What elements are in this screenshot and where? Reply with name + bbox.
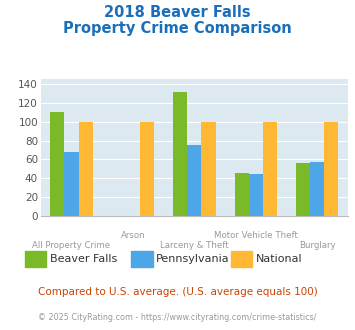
- Bar: [296, 163, 310, 216]
- Text: All Property Crime: All Property Crime: [32, 241, 111, 250]
- Text: Burglary: Burglary: [299, 241, 335, 250]
- Bar: [324, 122, 338, 216]
- Bar: [310, 162, 324, 216]
- Text: Larceny & Theft: Larceny & Theft: [160, 241, 229, 250]
- Bar: [65, 152, 78, 216]
- Bar: [50, 112, 65, 216]
- Bar: [173, 92, 187, 216]
- Text: Motor Vehicle Theft: Motor Vehicle Theft: [214, 231, 298, 240]
- Bar: [140, 122, 154, 216]
- Bar: [78, 122, 93, 216]
- Bar: [201, 122, 215, 216]
- Text: Compared to U.S. average. (U.S. average equals 100): Compared to U.S. average. (U.S. average …: [38, 287, 317, 297]
- Bar: [187, 145, 201, 216]
- Text: Arson: Arson: [121, 231, 145, 240]
- Text: © 2025 CityRating.com - https://www.cityrating.com/crime-statistics/: © 2025 CityRating.com - https://www.city…: [38, 313, 317, 322]
- Text: Property Crime Comparison: Property Crime Comparison: [63, 21, 292, 36]
- Text: Pennsylvania: Pennsylvania: [156, 254, 230, 264]
- Bar: [235, 173, 249, 216]
- Bar: [263, 122, 277, 216]
- Text: Beaver Falls: Beaver Falls: [50, 254, 117, 264]
- Text: 2018 Beaver Falls: 2018 Beaver Falls: [104, 5, 251, 20]
- Text: National: National: [256, 254, 302, 264]
- Bar: [249, 174, 263, 216]
